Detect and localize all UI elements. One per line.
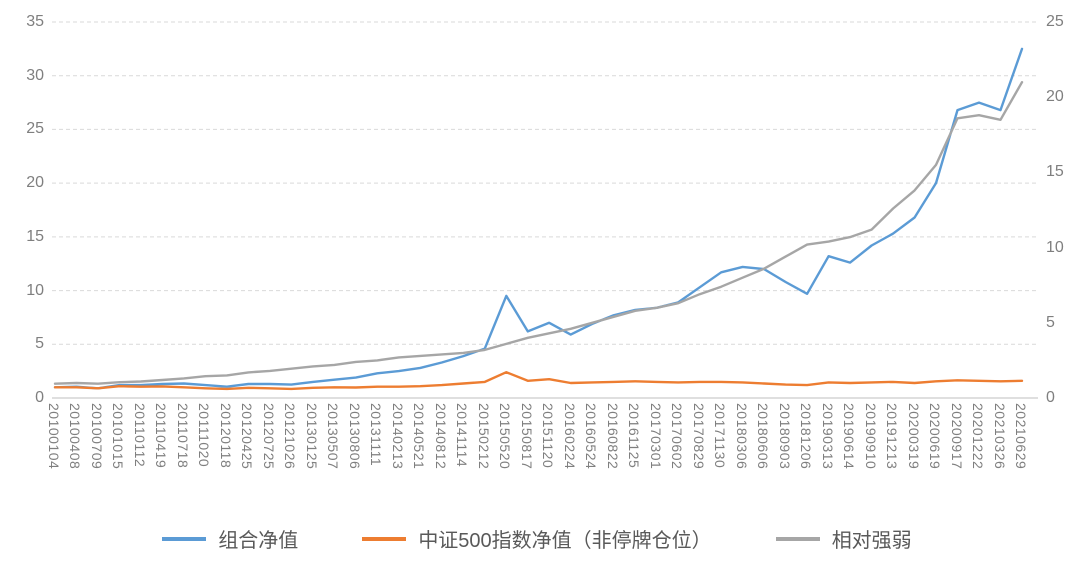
x-axis-tick-label: 20101015 <box>110 403 126 470</box>
x-axis-tick-label: 20170301 <box>648 403 664 470</box>
x-axis-tick-label: 20140812 <box>433 403 449 470</box>
legend-label-portfolio: 组合净值 <box>218 530 299 552</box>
right-axis-tick-label: 25 <box>1046 13 1064 30</box>
x-axis-tick-label: 20190313 <box>820 403 836 470</box>
x-axis-tick-label: 20160524 <box>583 403 599 470</box>
x-axis-tick-label: 20100408 <box>67 403 83 470</box>
right-axis-tick-label: 10 <box>1046 239 1064 256</box>
series-line-0 <box>53 47 1024 390</box>
x-axis-tick-label: 20210629 <box>1013 403 1029 470</box>
x-axis-tick-label: 20110718 <box>175 403 191 469</box>
x-axis-tick-label: 20180306 <box>734 403 750 470</box>
legend-item-relative-strength[interactable]: 相对强弱 <box>775 524 912 553</box>
x-axis-tick-label: 20141114 <box>454 403 470 468</box>
x-axis-tick-label: 20130125 <box>304 403 320 470</box>
x-axis-tick-label: 20110419 <box>153 403 169 469</box>
x-axis-tick-label: 20200917 <box>949 403 965 470</box>
x-axis-tick-label: 20170602 <box>669 403 685 470</box>
x-axis-tick-label: 20120425 <box>239 403 255 470</box>
x-axis-tick-label: 20210326 <box>992 403 1008 470</box>
right-axis-tick-label: 20 <box>1046 88 1064 105</box>
left-axis-tick-label: 15 <box>26 228 44 245</box>
x-axis-tick-label: 20100709 <box>89 403 105 470</box>
x-axis-tick-label: 20160224 <box>562 403 578 470</box>
legend-label-relative-strength: 相对强弱 <box>831 530 912 552</box>
x-axis-tick-label: 20151120 <box>540 403 556 469</box>
left-axis-tick-label: 25 <box>26 120 44 137</box>
portfolio-line-swatch-icon <box>162 536 207 541</box>
x-axis-tick-label: 20180606 <box>755 403 771 470</box>
left-axis-tick-label: 0 <box>35 389 44 406</box>
x-axis-tick-label: 20201222 <box>970 403 986 470</box>
chart-canvas <box>52 21 1038 399</box>
x-axis-tick-label: 20100104 <box>46 403 62 470</box>
x-axis-tick-label: 20181206 <box>798 403 814 470</box>
right-axis-tick-label: 0 <box>1046 389 1055 406</box>
x-axis-tick-label: 20170829 <box>691 403 707 470</box>
x-axis-tick-label: 20131111 <box>368 403 384 467</box>
x-axis-tick-label: 20161125 <box>626 403 642 469</box>
relative-strength-line-swatch-icon <box>775 536 820 541</box>
x-axis-tick-label: 20130507 <box>325 403 341 470</box>
left-axis-tick-label: 35 <box>26 13 44 30</box>
x-axis-tick-label: 20180903 <box>777 403 793 470</box>
x-axis-tick-label: 20111020 <box>196 403 212 468</box>
chart-legend: 组合净值 中证500指数净值（非停牌仓位） 相对强弱 <box>0 524 1074 553</box>
x-axis-tick-label: 20120725 <box>261 403 277 470</box>
legend-label-index: 中证500指数净值（非停牌仓位） <box>418 530 712 552</box>
x-axis-tick-label: 20110112 <box>132 403 148 468</box>
x-axis-tick-label: 20160822 <box>605 403 621 470</box>
x-axis-tick-label: 20130806 <box>347 403 363 470</box>
x-axis-tick-label: 20150520 <box>497 403 513 470</box>
x-axis-tick-label: 20191213 <box>884 403 900 470</box>
right-axis-tick-label: 15 <box>1046 163 1064 180</box>
x-axis-tick-label: 20150817 <box>519 403 535 470</box>
x-axis-tick-label: 20190910 <box>863 403 879 470</box>
x-axis-tick-label: 20140213 <box>390 403 406 470</box>
right-axis-tick-label: 5 <box>1046 314 1055 331</box>
index-line-swatch-icon <box>362 536 407 541</box>
x-axis-tick-label: 20121026 <box>282 403 298 470</box>
left-axis-tick-label: 20 <box>26 174 44 191</box>
x-axis-tick-label: 20140521 <box>411 403 427 470</box>
left-axis-tick-label: 10 <box>26 282 44 299</box>
x-axis-tick-label: 20200319 <box>906 403 922 470</box>
x-axis-tick-label: 20190614 <box>841 403 857 470</box>
x-axis-tick-label: 20200619 <box>927 403 943 470</box>
series-line-1 <box>53 371 1024 391</box>
left-axis-tick-label: 5 <box>35 335 44 352</box>
series-line-2 <box>53 80 1024 385</box>
x-axis-tick-label: 20171130 <box>712 403 728 469</box>
legend-item-index[interactable]: 中证500指数净值（非停牌仓位） <box>362 524 712 553</box>
x-axis-tick-label: 20120118 <box>218 403 234 469</box>
legend-item-portfolio[interactable]: 组合净值 <box>162 524 298 553</box>
x-axis-tick-label: 20150212 <box>476 403 492 470</box>
left-axis-tick-label: 30 <box>26 67 44 84</box>
